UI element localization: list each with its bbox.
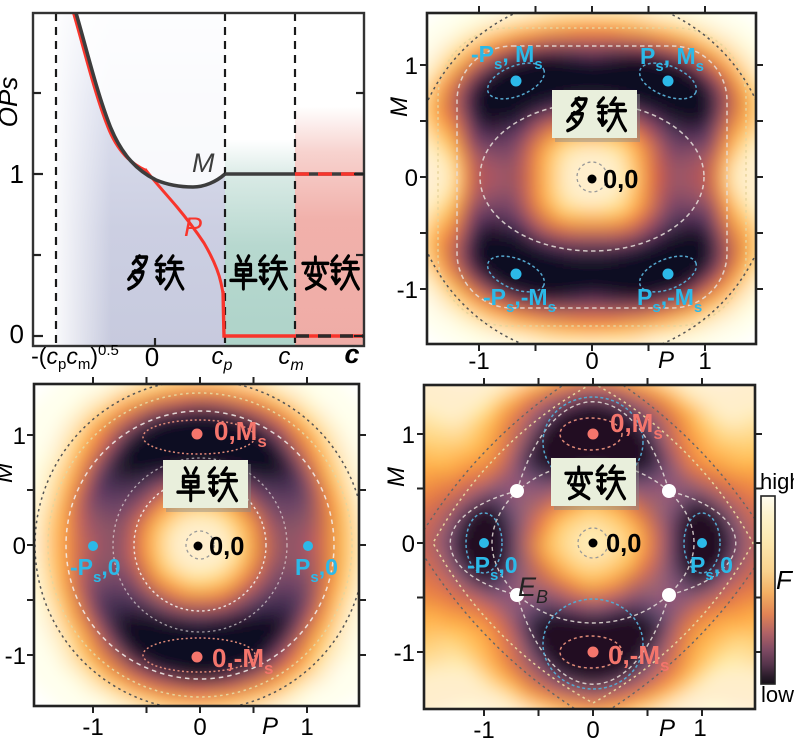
svg-text:1: 1 (405, 53, 418, 80)
svg-text:cm: cm (278, 343, 303, 374)
svg-text:F: F (776, 565, 794, 595)
svg-text:-1: -1 (394, 640, 415, 667)
svg-text:-1: -1 (5, 643, 26, 670)
svg-text:-1: -1 (82, 714, 103, 741)
svg-text:1: 1 (693, 715, 706, 742)
svg-text:0,0: 0,0 (606, 530, 641, 558)
svg-text:0: 0 (13, 533, 26, 560)
svg-text:0: 0 (405, 165, 418, 192)
svg-text:OPs: OPs (0, 77, 23, 128)
svg-text:1: 1 (698, 348, 711, 375)
svg-text:1: 1 (402, 422, 415, 449)
svg-text:0,0: 0,0 (603, 166, 638, 194)
svg-text:c: c (344, 339, 359, 369)
svg-text:P: P (184, 212, 202, 242)
svg-text:-1: -1 (397, 277, 418, 304)
svg-text:1: 1 (300, 714, 313, 741)
svg-text:0: 0 (586, 717, 599, 744)
svg-text:0: 0 (10, 319, 24, 349)
svg-text:cp: cp (212, 343, 233, 374)
svg-text:high: high (760, 469, 794, 494)
svg-text:-1: -1 (473, 717, 494, 744)
svg-text:M: M (386, 97, 413, 117)
svg-text:low: low (761, 682, 794, 707)
svg-text:-(cpcm)0.5: -(cpcm)0.5 (31, 342, 119, 373)
svg-text:0: 0 (193, 714, 206, 741)
svg-text:1: 1 (13, 423, 26, 450)
svg-text:0,0: 0,0 (209, 533, 244, 561)
svg-text:M: M (0, 463, 18, 483)
svg-text:1: 1 (10, 159, 24, 189)
svg-text:0,-Ms: 0,-Ms (212, 643, 273, 678)
svg-text:0: 0 (402, 531, 415, 558)
svg-text:0: 0 (585, 348, 598, 375)
svg-text:M: M (383, 467, 410, 487)
svg-text:P: P (658, 347, 674, 374)
svg-text:-1: -1 (468, 348, 489, 375)
svg-text:0: 0 (145, 342, 159, 372)
svg-text:0,-Ms: 0,-Ms (608, 640, 669, 675)
svg-text:M: M (192, 148, 215, 178)
svg-text:P: P (262, 713, 278, 740)
svg-text:P: P (659, 715, 675, 742)
